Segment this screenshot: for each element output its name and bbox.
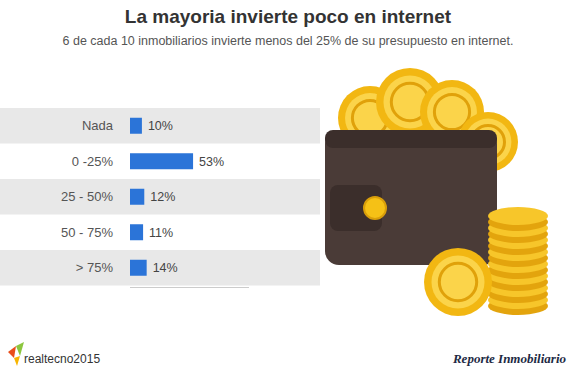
wallet-illustration <box>325 68 548 316</box>
coin <box>424 248 492 316</box>
chart-svg: La mayoria invierte poco en internet 6 de… <box>0 0 576 375</box>
background <box>0 0 576 375</box>
title: La mayoria invierte poco en internet <box>125 6 452 27</box>
labels: Nada 10% 0 -25% 53% 25 - 50% 12% 50 - 75% 11% > … <box>61 118 224 275</box>
logo-shape <box>14 356 20 366</box>
source-logo <box>8 342 24 366</box>
row-band <box>0 108 320 144</box>
data-label: 53% <box>199 155 224 169</box>
bar <box>130 118 142 134</box>
publisher-text: Reporte Inmobiliario <box>452 351 567 366</box>
source-text: realtecno2015 <box>24 352 100 366</box>
bar <box>130 189 144 205</box>
data-label: 14% <box>153 261 178 275</box>
coin-mark <box>439 263 476 300</box>
category-label: 0 -25% <box>72 154 114 169</box>
category-label: 50 - 75% <box>61 225 113 240</box>
data-label: 10% <box>148 119 173 133</box>
category-label: > 75% <box>76 260 114 275</box>
data-label: 12% <box>150 190 175 204</box>
logo-shape <box>16 342 24 356</box>
chart-container: La mayoria invierte poco en internet 6 de… <box>0 0 576 375</box>
subtitle: 6 de cada 10 inmobiliarios invierte meno… <box>63 34 514 48</box>
category-label: Nada <box>82 118 114 133</box>
value-axis <box>130 287 249 288</box>
row-band <box>0 250 320 286</box>
category-label: 25 - 50% <box>61 189 113 204</box>
data-label: 11% <box>149 226 173 240</box>
bars <box>130 118 193 276</box>
bar <box>130 224 143 240</box>
bar <box>130 260 147 276</box>
wallet-edge <box>325 130 497 148</box>
row-band <box>0 179 320 215</box>
wallet-body <box>325 130 497 265</box>
wallet-button <box>364 197 386 219</box>
coin-stack-top <box>488 207 548 225</box>
bar <box>130 153 193 169</box>
logo-shape <box>8 346 16 358</box>
coin-face <box>431 255 484 308</box>
